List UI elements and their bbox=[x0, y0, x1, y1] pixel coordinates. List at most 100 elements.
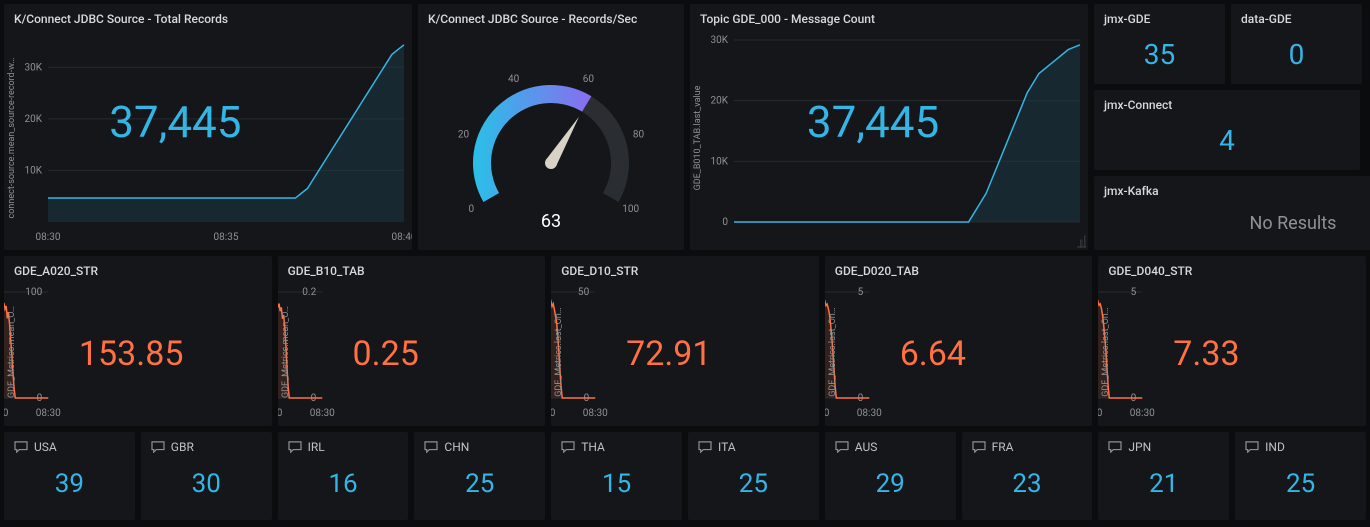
panel-title: USA bbox=[4, 432, 135, 454]
panel-title: GDE_D040_STR bbox=[1098, 256, 1366, 282]
panel-topic-message-count[interactable]: Topic GDE_000 - Message Count 010K20K30K… bbox=[690, 4, 1088, 250]
panel-title: GDE_D10_STR bbox=[551, 256, 819, 282]
big-value: 7.33 bbox=[1173, 334, 1239, 374]
stat-value: 35 bbox=[1094, 30, 1225, 84]
chart-area: 0508:3008:40GDE_Metrics.last_On… 6.64 bbox=[825, 282, 1093, 426]
panel-jmx-kafka[interactable]: jmx-Kafka No Results bbox=[1094, 176, 1370, 250]
panel-country-gbr[interactable]: GBR 30 bbox=[141, 432, 272, 520]
svg-text:40: 40 bbox=[508, 74, 520, 85]
comment-icon bbox=[698, 441, 712, 453]
panel-title: GDE_A020_STR bbox=[4, 256, 272, 282]
country-code: USA bbox=[34, 440, 57, 454]
panel-title: Topic GDE_000 - Message Count bbox=[690, 4, 1088, 30]
panel-country-aus[interactable]: AUS 29 bbox=[825, 432, 956, 520]
no-results-text: No Results bbox=[1094, 202, 1370, 250]
stat-value: 16 bbox=[278, 454, 409, 520]
panel-title: JPN bbox=[1098, 432, 1229, 454]
panel-country-fra[interactable]: FRA 23 bbox=[962, 432, 1093, 520]
svg-text:GDE_Metrics.last_On…: GDE_Metrics.last_On… bbox=[1101, 307, 1111, 397]
stat-value: 25 bbox=[688, 454, 819, 520]
country-code: IRL bbox=[308, 440, 325, 454]
resize-handle-icon[interactable] bbox=[1070, 232, 1086, 248]
panel-country-jpn[interactable]: JPN 21 bbox=[1098, 432, 1229, 520]
chart-area: 00.208:3008:40GDE_Metrics.mean_O… 0.25 bbox=[278, 282, 546, 426]
panel-records-per-sec[interactable]: K/Connect JDBC Source - Records/Sec 0 20 4… bbox=[418, 4, 684, 250]
stat-value: 30 bbox=[141, 454, 272, 520]
panel-title: K/Connect JDBC Source - Records/Sec bbox=[418, 4, 684, 30]
panel-title: data-GDE bbox=[1231, 4, 1362, 30]
svg-text:08:40: 08:40 bbox=[278, 408, 283, 419]
svg-text:08:30: 08:30 bbox=[36, 408, 61, 419]
svg-text:0: 0 bbox=[722, 217, 728, 228]
chart-area: 010K20K30KGDE_B010_TAB.last_value 37,445 bbox=[690, 30, 1088, 250]
svg-text:100: 100 bbox=[622, 204, 639, 215]
svg-text:GDE_Metrics.mean_O…: GDE_Metrics.mean_O… bbox=[281, 306, 291, 398]
comment-icon bbox=[151, 441, 165, 453]
stat-value: 39 bbox=[4, 454, 135, 520]
big-value: 37,445 bbox=[109, 96, 241, 148]
chart-area: 05008:3008:40GDE_Metrics.last_On… 72.91 bbox=[551, 282, 819, 426]
svg-text:0.2: 0.2 bbox=[302, 287, 316, 298]
svg-text:20K: 20K bbox=[24, 114, 42, 125]
panel-country-tha[interactable]: THA 15 bbox=[551, 432, 682, 520]
panel-country-chn[interactable]: CHN 25 bbox=[414, 432, 545, 520]
svg-text:20: 20 bbox=[458, 130, 470, 141]
stat-value: 4 bbox=[1094, 116, 1360, 170]
country-code: GBR bbox=[171, 440, 194, 454]
big-value: 72.91 bbox=[626, 334, 711, 374]
panel-gde-d020-tab[interactable]: GDE_D020_TAB 0508:3008:40GDE_Metrics.las… bbox=[825, 256, 1093, 426]
svg-text:30K: 30K bbox=[24, 62, 42, 73]
svg-text:08:30: 08:30 bbox=[857, 408, 882, 419]
svg-text:08:40: 08:40 bbox=[392, 232, 412, 243]
panel-title: CHN bbox=[414, 432, 545, 454]
svg-text:GDE_B010_TAB.last_value: GDE_B010_TAB.last_value bbox=[693, 85, 703, 190]
panel-jmx-gde[interactable]: jmx-GDE 35 bbox=[1094, 4, 1225, 84]
svg-text:08:30: 08:30 bbox=[1130, 408, 1155, 419]
svg-text:08:40: 08:40 bbox=[825, 408, 830, 419]
panel-country-ind[interactable]: IND 25 bbox=[1235, 432, 1366, 520]
svg-text:5: 5 bbox=[857, 287, 863, 298]
comment-icon bbox=[972, 441, 986, 453]
panel-title: GDE_D020_TAB bbox=[825, 256, 1093, 282]
svg-text:08:30: 08:30 bbox=[583, 408, 608, 419]
panel-title: FRA bbox=[962, 432, 1093, 454]
svg-text:GDE_Metrics.last_On…: GDE_Metrics.last_On… bbox=[828, 307, 838, 397]
panel-gde-d10-str[interactable]: GDE_D10_STR 05008:3008:40GDE_Metrics.las… bbox=[551, 256, 819, 426]
comment-icon bbox=[14, 441, 28, 453]
panel-title: IRL bbox=[278, 432, 409, 454]
chart-area: 0508:3008:40GDE_Metrics.last_On… 7.33 bbox=[1098, 282, 1366, 426]
panel-gde-b10-tab[interactable]: GDE_B10_TAB 00.208:3008:40GDE_Metrics.me… bbox=[278, 256, 546, 426]
panel-gde-a020-str[interactable]: GDE_A020_STR 010008:3008:40GDE_Metrics.m… bbox=[4, 256, 272, 426]
svg-text:20K: 20K bbox=[710, 96, 728, 107]
svg-text:0: 0 bbox=[469, 204, 475, 215]
chart-area: 010008:3008:40GDE_Metrics.mean_O… 153.85 bbox=[4, 282, 272, 426]
svg-text:80: 80 bbox=[633, 130, 645, 141]
country-code: THA bbox=[581, 440, 605, 454]
stat-value: 23 bbox=[962, 454, 1093, 520]
svg-text:10K: 10K bbox=[24, 165, 42, 176]
panel-title: jmx-Kafka bbox=[1094, 176, 1370, 202]
svg-text:08:30: 08:30 bbox=[36, 232, 61, 243]
comment-icon bbox=[835, 441, 849, 453]
svg-text:10K: 10K bbox=[710, 156, 728, 167]
panel-jmx-connect[interactable]: jmx-Connect 4 bbox=[1094, 90, 1360, 170]
svg-text:08:40: 08:40 bbox=[1098, 408, 1103, 419]
panel-title: AUS bbox=[825, 432, 956, 454]
country-code: CHN bbox=[444, 440, 469, 454]
panel-country-ita[interactable]: ITA 25 bbox=[688, 432, 819, 520]
panel-country-irl[interactable]: IRL 16 bbox=[278, 432, 409, 520]
panel-total-records[interactable]: K/Connect JDBC Source - Total Records 10… bbox=[4, 4, 412, 250]
panel-gde-d040-str[interactable]: GDE_D040_STR 0508:3008:40GDE_Metrics.las… bbox=[1098, 256, 1366, 426]
gauge-value: 63 bbox=[541, 211, 561, 232]
panel-title: ITA bbox=[688, 432, 819, 454]
country-code: ITA bbox=[718, 440, 736, 454]
big-value: 0.25 bbox=[353, 334, 419, 374]
panel-data-gde[interactable]: data-GDE 0 bbox=[1231, 4, 1362, 84]
big-value: 153.85 bbox=[79, 334, 184, 374]
country-code: JPN bbox=[1128, 440, 1151, 454]
panel-country-usa[interactable]: USA 39 bbox=[4, 432, 135, 520]
big-value: 37,445 bbox=[807, 96, 939, 148]
comment-icon bbox=[288, 441, 302, 453]
svg-text:08:40: 08:40 bbox=[4, 408, 9, 419]
svg-text:connect-source.mean_source-rec: connect-source.mean_source-record-w… bbox=[7, 58, 17, 219]
